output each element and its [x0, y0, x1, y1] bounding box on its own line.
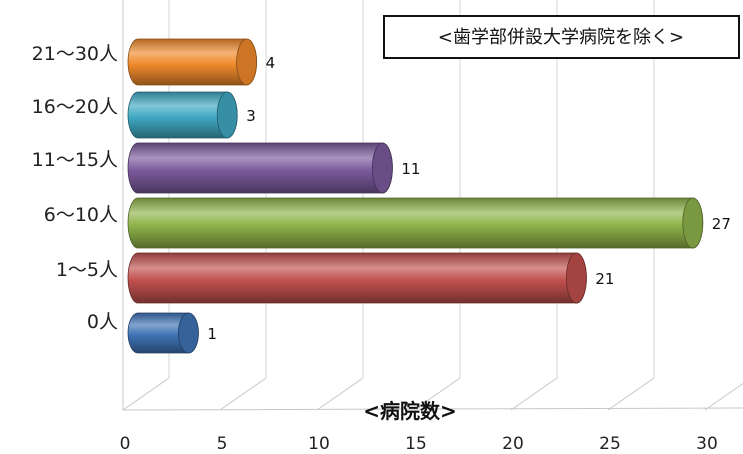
category-label: 6～10人: [44, 204, 118, 226]
x-tick-label: 10: [308, 434, 330, 454]
gridline-floor: [316, 377, 364, 411]
gridline-floor: [122, 377, 170, 411]
bar-cap: [682, 197, 704, 249]
x-tick-label: 5: [217, 434, 228, 454]
bar-cap: [236, 38, 258, 86]
x-axis-title: <病院数>: [363, 399, 457, 423]
bar-cap: [371, 142, 393, 194]
bar: [127, 312, 199, 354]
x-axis-line: [122, 407, 743, 411]
bar-body: [127, 252, 587, 304]
value-label: 21: [595, 270, 614, 288]
category-labels: 0人 1～5人 6～10人 11～15人 16～20人 21～30人: [32, 43, 118, 333]
bar-cap: [566, 252, 587, 304]
x-tick-label: 0: [120, 434, 131, 454]
value-label: 3: [246, 107, 256, 125]
gridline-floor: [510, 377, 558, 411]
x-tick-label: 25: [599, 434, 621, 454]
bar: [127, 252, 587, 304]
category-label: 21～30人: [32, 43, 118, 65]
bar: [127, 142, 393, 194]
gridline-floor: [413, 377, 461, 411]
bar-body: [127, 197, 704, 249]
gridline-floor: [704, 382, 743, 411]
bar-cap: [177, 312, 199, 354]
bar-cap: [216, 91, 238, 139]
category-label: 16～20人: [32, 96, 118, 118]
bar: [127, 91, 238, 139]
value-labels: 1 21 27 11 3 4: [207, 54, 730, 343]
gridline-floor: [219, 377, 267, 411]
x-tick-label: 30: [696, 434, 718, 454]
gridline-floor: [607, 377, 655, 411]
value-label: 4: [266, 54, 276, 72]
value-label: 1: [207, 325, 217, 343]
x-tick-labels: 0 5 10 15 20 25 30: [120, 434, 718, 454]
category-label: 11～15人: [32, 149, 118, 171]
annotation-text: <歯学部併設大学病院を除く>: [438, 27, 684, 48]
value-label: 11: [401, 160, 420, 178]
category-label: 1～5人: [56, 259, 118, 281]
bar-body: [127, 142, 393, 194]
x-tick-label: 15: [405, 434, 427, 454]
x-tick-label: 20: [502, 434, 524, 454]
bars: [127, 38, 704, 354]
value-label: 27: [712, 215, 731, 233]
bar: [127, 197, 704, 249]
annotation-box: <歯学部併設大学病院を除く>: [383, 15, 740, 59]
category-label: 0人: [87, 311, 118, 333]
bar: [127, 38, 258, 86]
